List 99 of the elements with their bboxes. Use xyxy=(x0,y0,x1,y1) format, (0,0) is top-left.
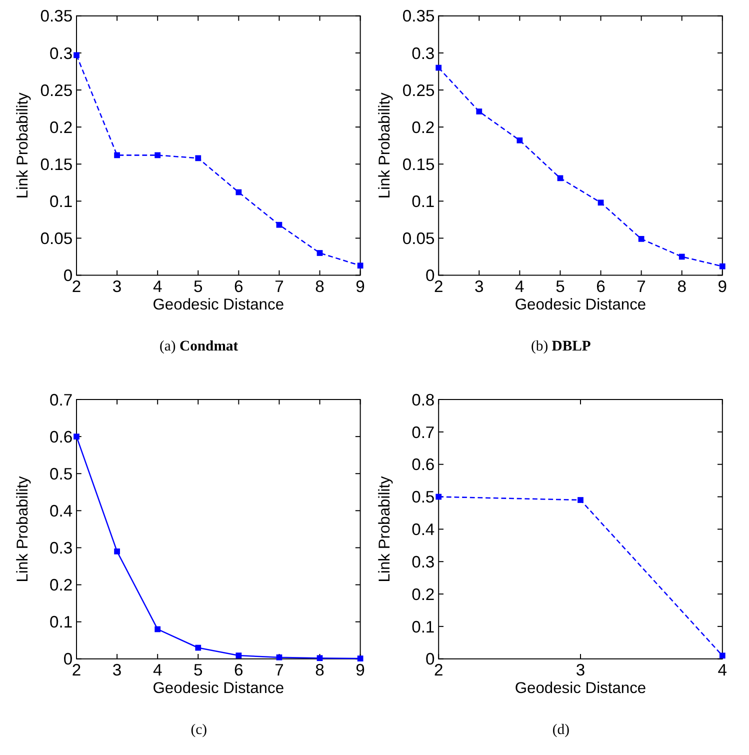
x-tick-label: 4 xyxy=(515,276,524,296)
point xyxy=(74,52,80,58)
x-tick-label: 7 xyxy=(274,660,284,680)
y-tick-label: 0 xyxy=(63,266,73,286)
text: (d) xyxy=(552,722,570,738)
x-tick-label: 9 xyxy=(356,276,365,296)
point xyxy=(154,626,161,632)
x-axis-title: Geodesic Distance xyxy=(514,680,646,698)
x-tick-label: 6 xyxy=(596,276,606,296)
y-tick-label: 0.4 xyxy=(412,520,435,540)
x-tick-label: 2 xyxy=(434,276,444,296)
y-tick-label: 0.05 xyxy=(402,229,435,248)
y-tick-label: 0.5 xyxy=(412,488,435,507)
y-tick-label: 0.3 xyxy=(412,552,435,572)
point xyxy=(154,152,161,158)
x-tick-label: 6 xyxy=(234,276,244,296)
x-tick-label: 4 xyxy=(152,276,162,296)
y-tick-label: 0.2 xyxy=(412,584,435,604)
x-tick-label: 7 xyxy=(636,276,646,296)
point xyxy=(557,175,564,182)
x-tick-label: 5 xyxy=(194,660,203,680)
x-tick-label: 5 xyxy=(194,276,203,296)
y-tick-label: 0.25 xyxy=(402,80,435,100)
x-tick-label: 2 xyxy=(72,276,82,296)
x-axis-title: Geodesic Distance xyxy=(152,296,284,314)
y-tick-label: 0.15 xyxy=(40,154,73,174)
x-tick-label: 7 xyxy=(274,276,284,296)
point xyxy=(436,494,442,500)
point xyxy=(114,152,120,158)
x-tick-label: 3 xyxy=(474,276,484,296)
y-tick-label: 0.1 xyxy=(412,617,435,636)
point xyxy=(316,250,323,256)
point xyxy=(638,236,644,242)
x-tick-label: 2 xyxy=(434,660,444,680)
y-axis-title: Link Probability xyxy=(376,476,394,582)
point xyxy=(719,652,726,659)
point xyxy=(74,434,80,440)
point xyxy=(236,652,242,658)
y-tick-label: 0 xyxy=(425,266,435,286)
text: (c) xyxy=(190,722,208,738)
x-tick-label: 4 xyxy=(152,660,162,680)
y-axis-title: Link Probability xyxy=(14,92,32,199)
y-tick-label: 0.35 xyxy=(40,6,73,26)
x-tick-label: 2 xyxy=(72,660,82,680)
point xyxy=(436,64,442,71)
y-tick-label: 0.3 xyxy=(49,538,73,558)
y-tick-label: 0.7 xyxy=(49,390,73,410)
x-tick-label: 6 xyxy=(234,660,244,680)
point xyxy=(516,137,523,144)
y-tick-label: 0.4 xyxy=(49,501,73,520)
y-tick-label: 0.25 xyxy=(40,80,73,100)
x-tick-label: 4 xyxy=(718,660,728,680)
x-tick-label: 9 xyxy=(356,660,365,680)
y-tick-label: 0.7 xyxy=(412,422,435,442)
point xyxy=(357,262,364,269)
y-tick-label: 0.1 xyxy=(412,192,435,211)
point xyxy=(719,263,726,270)
point xyxy=(316,655,323,662)
y-tick-label: 0.6 xyxy=(412,455,435,474)
y-tick-label: 0.2 xyxy=(412,118,435,137)
text: (b) DBLP xyxy=(531,338,591,355)
y-tick-label: 0.15 xyxy=(402,154,435,174)
x-axis-title: Geodesic Distance xyxy=(514,296,646,314)
point xyxy=(578,497,584,503)
y-tick-label: 0 xyxy=(63,650,73,669)
point xyxy=(195,644,202,651)
y-tick-label: 0.8 xyxy=(412,390,435,410)
x-tick-label: 8 xyxy=(677,276,686,296)
point xyxy=(357,656,364,662)
point xyxy=(236,189,242,196)
y-tick-label: 0.6 xyxy=(49,427,73,446)
point xyxy=(276,654,282,660)
x-axis-title: Geodesic Distance xyxy=(152,680,284,698)
point xyxy=(598,200,604,206)
x-tick-label: 3 xyxy=(112,660,122,680)
x-tick-label: 3 xyxy=(576,660,586,680)
x-tick-label: 9 xyxy=(718,276,728,296)
x-tick-label: 8 xyxy=(315,660,324,680)
y-tick-label: 0.2 xyxy=(49,118,73,137)
y-tick-label: 0.35 xyxy=(402,6,435,26)
y-axis-title: Link Probability xyxy=(14,476,32,582)
x-tick-label: 3 xyxy=(112,276,122,296)
y-tick-label: 0.3 xyxy=(412,44,435,63)
point xyxy=(276,222,282,228)
text: (a) Condmat xyxy=(160,338,238,355)
y-tick-label: 0.1 xyxy=(49,192,73,211)
y-tick-label: 0 xyxy=(425,650,435,669)
point xyxy=(678,254,685,260)
point xyxy=(195,155,202,162)
x-tick-label: 8 xyxy=(315,276,324,296)
x-tick-label: 5 xyxy=(556,276,565,296)
y-tick-label: 0.05 xyxy=(40,229,73,248)
y-tick-label: 0.3 xyxy=(49,44,73,63)
y-tick-label: 0.2 xyxy=(49,576,73,595)
y-tick-label: 0.5 xyxy=(49,464,73,484)
point xyxy=(476,108,482,114)
y-axis-title: Link Probability xyxy=(376,92,394,199)
point xyxy=(114,548,120,554)
y-tick-label: 0.1 xyxy=(49,612,73,632)
